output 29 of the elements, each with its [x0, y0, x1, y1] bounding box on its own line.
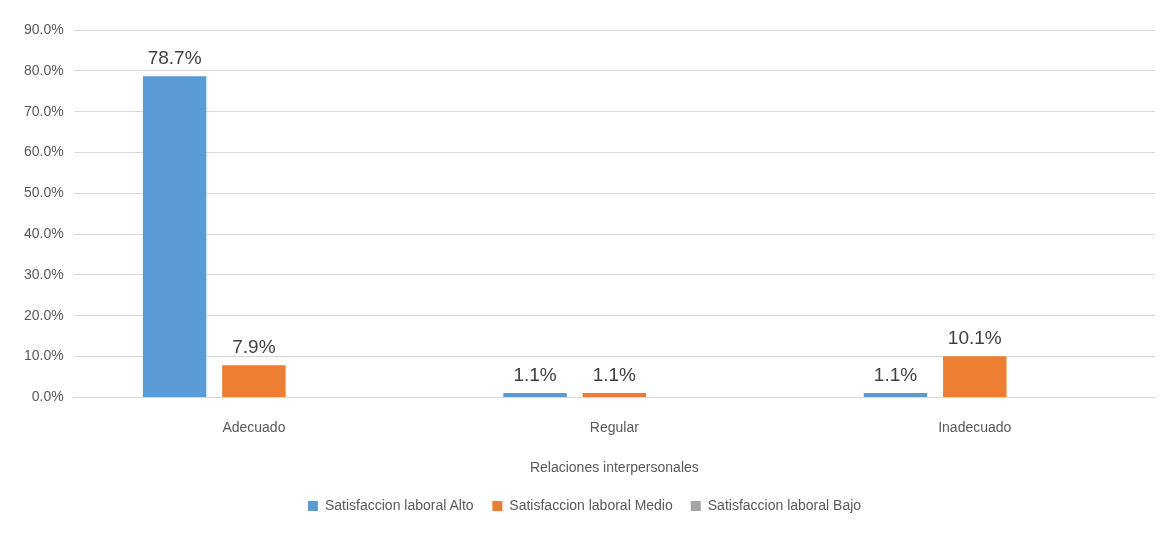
y-tick-label: 80.0% — [23, 61, 64, 78]
bar — [142, 76, 207, 397]
y-tick-label: 70.0% — [23, 102, 64, 119]
x-tick-label: Inadecuado — [938, 418, 1012, 435]
legend-label: Satisfaccion laboral Medio — [509, 496, 673, 513]
legend-label: Satisfaccion laboral Alto — [324, 496, 474, 513]
y-tick-label: 40.0% — [23, 224, 64, 241]
bar — [582, 392, 647, 397]
bar — [863, 392, 928, 397]
data-label: 7.9% — [232, 335, 276, 357]
bar — [222, 365, 286, 397]
data-label: 1.1% — [873, 363, 918, 385]
x-tick-label: Adecuado — [222, 418, 286, 435]
y-tick-label: 30.0% — [23, 265, 64, 282]
x-axis-title: Relaciones interpersonales — [529, 459, 699, 476]
data-label: 1.1% — [513, 363, 557, 385]
y-tick-label: 0.0% — [31, 388, 64, 405]
legend-label: Satisfaccion laboral Bajo — [707, 496, 862, 513]
y-tick-label: 90.0% — [23, 20, 64, 37]
y-tick-label: 10.0% — [23, 347, 64, 364]
data-label: 1.1% — [592, 363, 637, 385]
bar — [943, 356, 1007, 397]
x-tick-label: Regular — [589, 418, 640, 435]
y-tick-label: 20.0% — [23, 306, 64, 323]
bar — [503, 392, 567, 397]
data-label: 10.1% — [947, 326, 1002, 348]
y-tick-label: 50.0% — [23, 184, 64, 201]
data-label: 78.7% — [147, 46, 202, 68]
y-tick-label: 60.0% — [23, 143, 64, 160]
